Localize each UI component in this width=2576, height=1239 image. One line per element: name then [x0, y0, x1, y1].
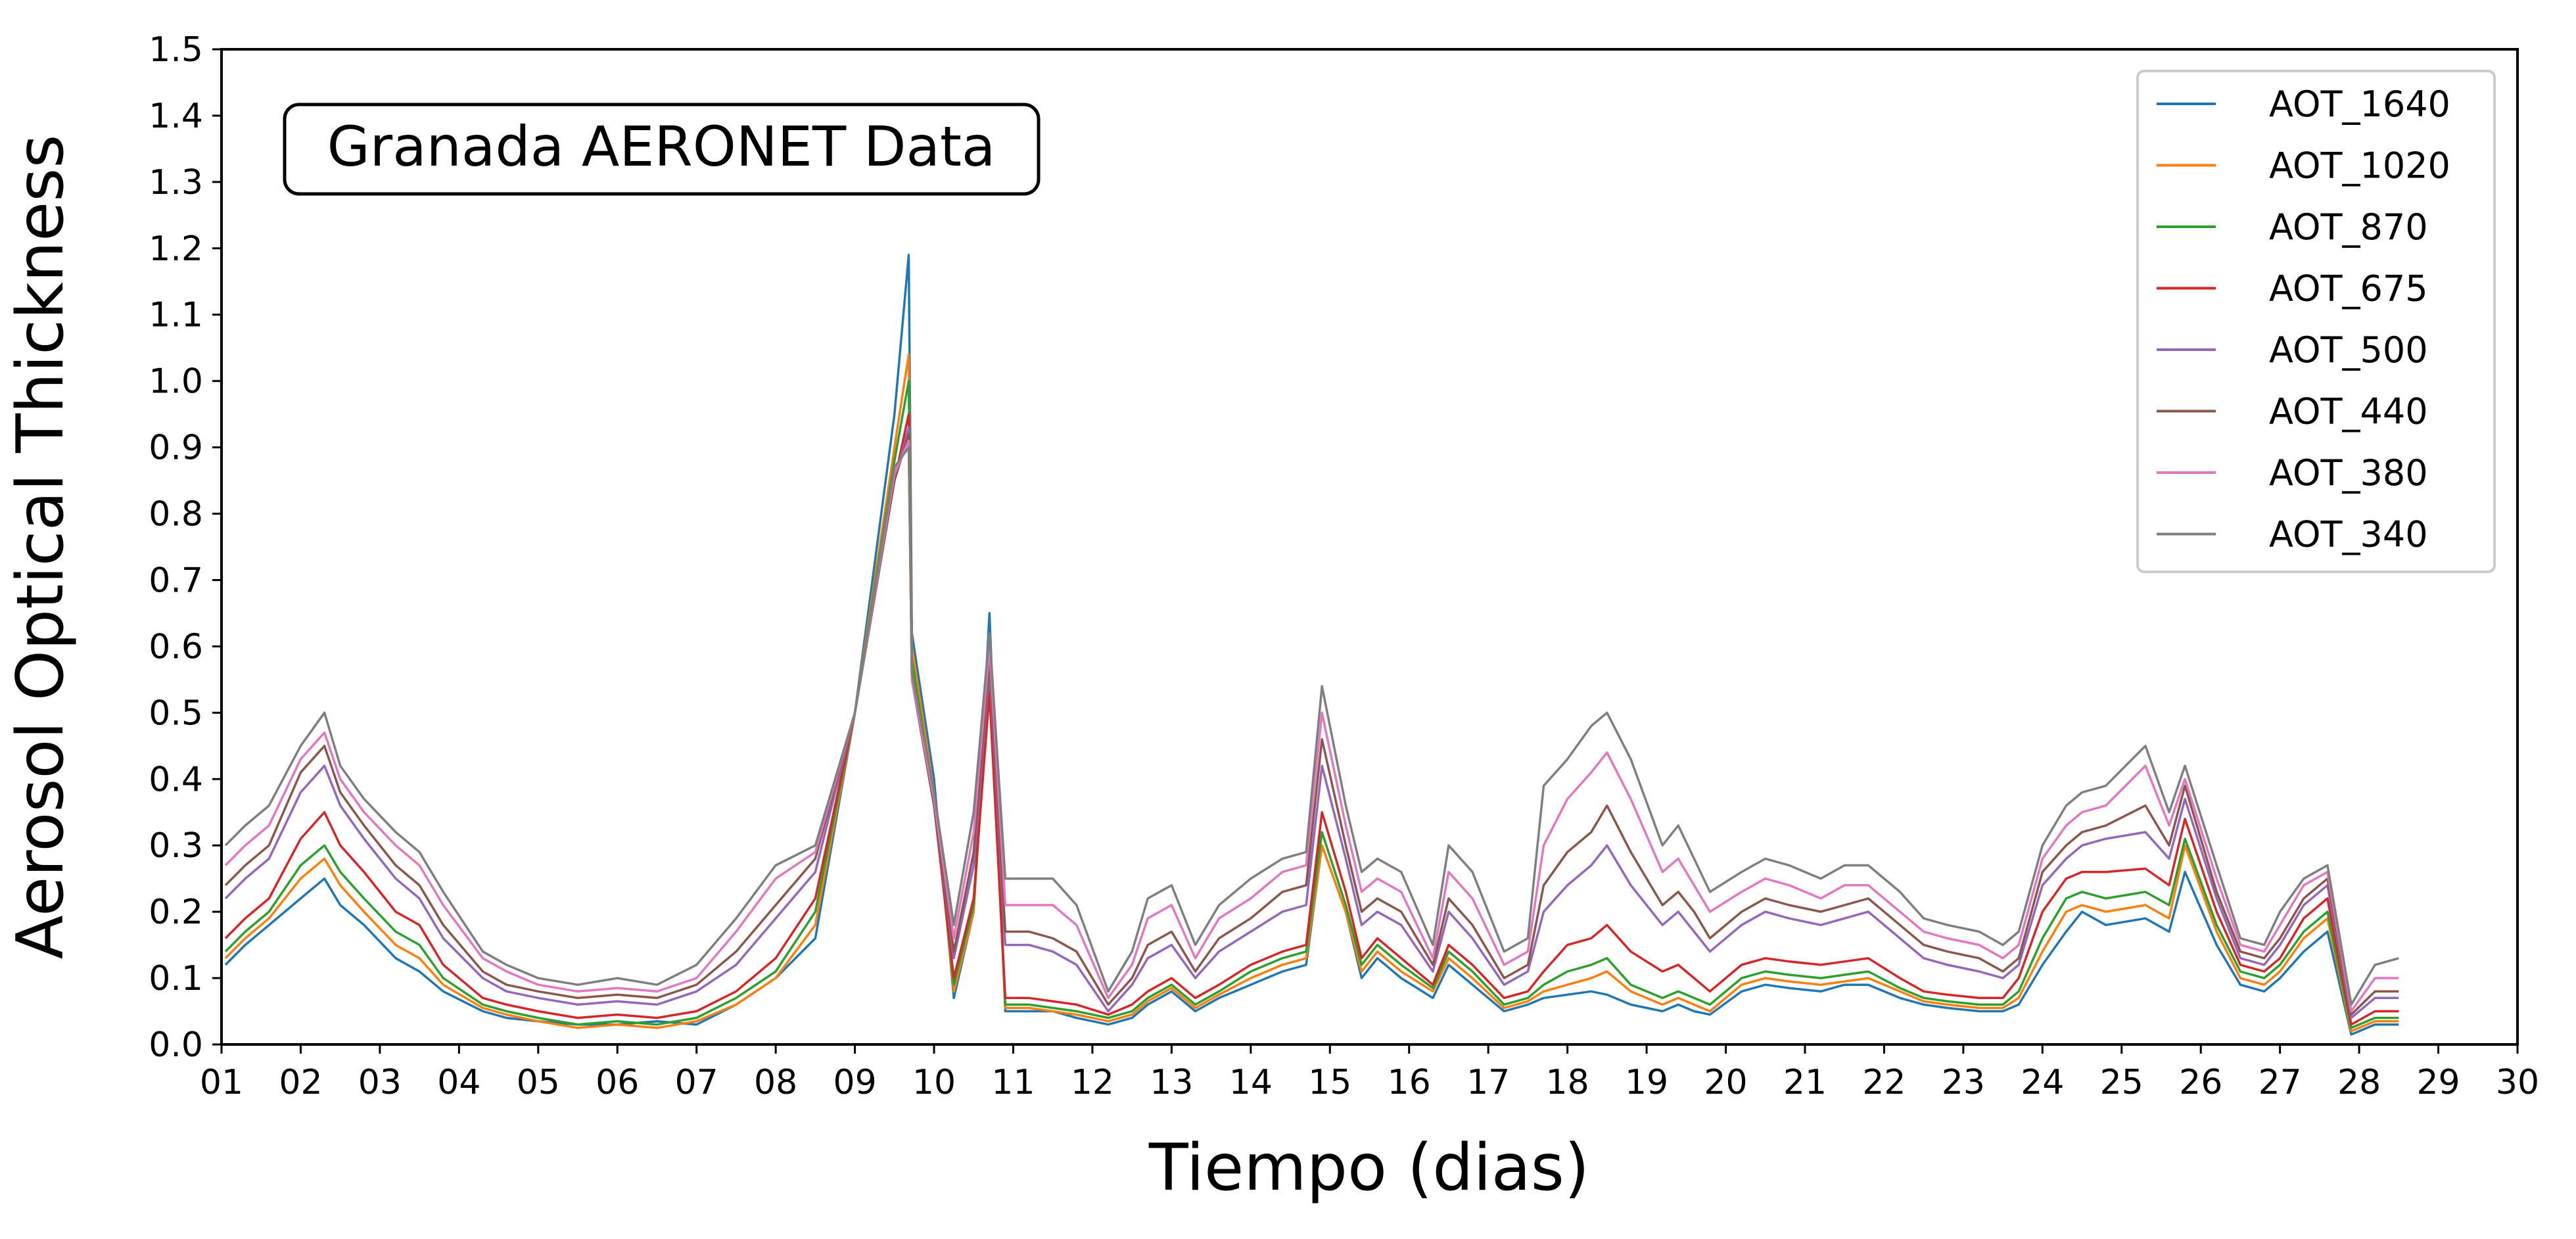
series-line-aot-1020	[224, 353, 2399, 1033]
x-tick-label: 27	[2259, 1063, 2302, 1102]
x-tick-label: 29	[2416, 1063, 2460, 1102]
series-line-aot-440	[224, 432, 2399, 1016]
legend-label: AOT_500	[2269, 329, 2428, 371]
y-tick-label: 1.5	[149, 30, 203, 70]
y-tick-label: 0.8	[149, 495, 203, 534]
x-tick-label: 16	[1388, 1063, 1431, 1102]
x-tick-label: 04	[437, 1063, 480, 1102]
x-tick-label: 13	[1150, 1063, 1193, 1102]
legend-label: AOT_1020	[2269, 145, 2450, 187]
x-tick-label: 14	[1229, 1063, 1273, 1102]
y-tick-label: 1.3	[149, 163, 203, 202]
y-tick-label: 0.6	[149, 627, 203, 666]
series-line-aot-870	[224, 379, 2399, 1029]
y-tick-label: 0.5	[149, 693, 203, 733]
plot-frame	[220, 48, 2519, 1046]
x-tick-label: 22	[1862, 1063, 1906, 1102]
x-tick-label: 18	[1546, 1063, 1589, 1102]
x-tick-label: 07	[675, 1063, 718, 1102]
legend-box	[2136, 70, 2496, 573]
x-tick-label: 21	[1783, 1063, 1827, 1102]
x-tick-label: 08	[754, 1063, 797, 1102]
x-tick-label: 20	[1704, 1063, 1747, 1102]
y-tick-label: 0.3	[149, 826, 203, 866]
y-tick-label: 0.9	[149, 429, 203, 468]
legend-label: AOT_675	[2269, 268, 2428, 310]
x-axis-title: Tiempo (dias)	[1148, 1131, 1589, 1205]
x-tick-label: 25	[2100, 1063, 2143, 1102]
x-tick-label: 17	[1466, 1063, 1510, 1102]
annotation-box: Granada AERONET Data	[283, 103, 1041, 196]
x-tick-label: 01	[200, 1063, 243, 1102]
x-tick-label: 05	[517, 1063, 560, 1102]
x-tick-label: 28	[2337, 1063, 2381, 1102]
legend-label: AOT_380	[2269, 452, 2428, 494]
legend-label: AOT_1640	[2269, 83, 2450, 125]
y-axis-ticks: 0.0 0.1 0.2 0.3 0.4 0.5 0.6 0.7 0.8 0.9 1.0 1.1 1.2 1…	[149, 30, 222, 1065]
x-tick-label: 06	[596, 1063, 639, 1102]
y-tick-label: 0.7	[149, 561, 203, 600]
y-tick-label: 0.1	[149, 959, 203, 998]
y-tick-label: 1.2	[149, 229, 203, 269]
y-tick-label: 1.4	[149, 97, 203, 136]
series-layer	[224, 254, 2399, 1036]
y-axis-title: Aerosol Optical Thickness	[3, 135, 78, 960]
y-tick-label: 1.0	[149, 362, 203, 402]
annotation-text: Granada AERONET Data	[327, 114, 996, 179]
x-tick-label: 12	[1071, 1063, 1114, 1102]
x-axis-ticks: 01 02 03 04 05 06 07 08 09 10 11 12 13 14 15 16 17 18 19 20…	[200, 1044, 2539, 1102]
legend-label: AOT_440	[2269, 391, 2428, 432]
x-tick-label: 11	[991, 1063, 1035, 1102]
x-tick-label: 30	[2496, 1063, 2539, 1102]
x-tick-label: 24	[2021, 1063, 2064, 1102]
x-tick-label: 09	[833, 1063, 877, 1102]
x-tick-label: 15	[1308, 1063, 1351, 1102]
x-tick-label: 26	[2179, 1063, 2222, 1102]
series-line-aot-340	[224, 446, 2399, 1006]
y-tick-label: 0.2	[149, 893, 203, 932]
y-tick-label: 0.4	[149, 760, 203, 799]
x-tick-label: 23	[1942, 1063, 1985, 1102]
x-tick-label: 02	[279, 1063, 322, 1102]
y-tick-label: 1.1	[149, 296, 203, 335]
legend-label: AOT_340	[2269, 514, 2428, 555]
x-tick-label: 03	[358, 1063, 402, 1102]
legend-label: AOT_870	[2269, 206, 2428, 248]
x-tick-label: 19	[1625, 1063, 1668, 1102]
legend: AOT_1640 AOT_1020 AOT_870 AOT_675 AOT_500 AOT…	[2136, 70, 2496, 573]
series-line-aot-380	[224, 439, 2399, 1013]
x-tick-label: 10	[912, 1063, 956, 1102]
series-line-aot-500	[224, 426, 2399, 1019]
y-tick-label: 0.0	[149, 1025, 203, 1065]
series-line-aot-675	[224, 413, 2399, 1026]
